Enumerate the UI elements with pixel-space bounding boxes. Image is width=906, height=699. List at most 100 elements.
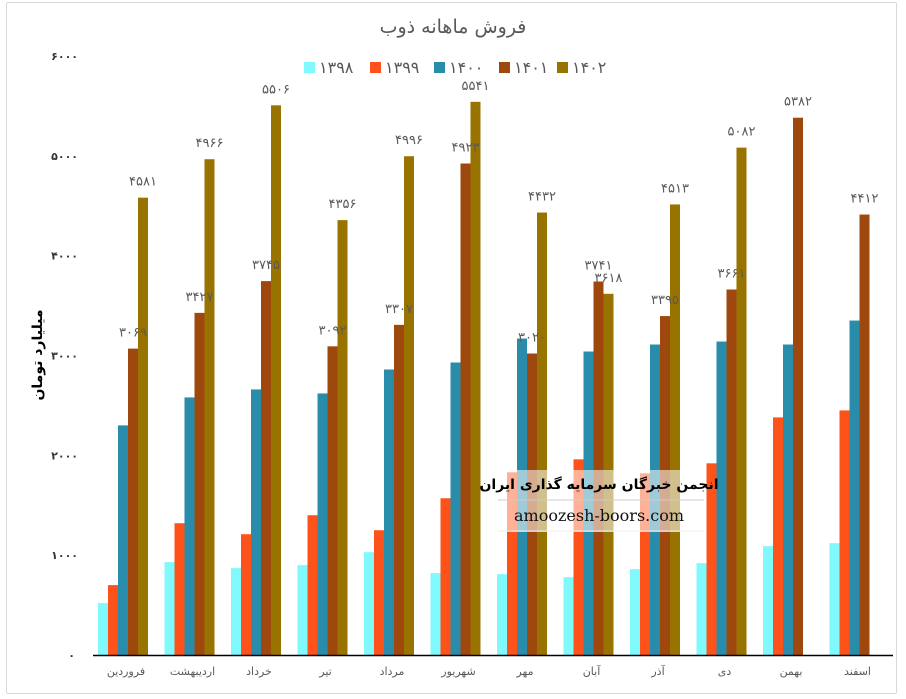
chart-title: فروش ماهانه ذوب — [380, 16, 527, 38]
y-tick-label: ۵۰۰۰ — [51, 150, 78, 163]
legend-swatch-1399 — [370, 62, 381, 73]
data-label-1402: ۴۴۳۲ — [528, 190, 556, 205]
bar-1401 — [460, 163, 471, 655]
y-axis: ۰ ۱۰۰۰ ۲۰۰۰ ۳۰۰۰ ۴۰۰۰ ۵۰۰۰ ۶۰۰۰ — [51, 50, 78, 662]
legend-swatch-1398 — [304, 62, 315, 73]
bar-1400 — [783, 344, 793, 655]
y-tick-label: ۰ — [68, 649, 75, 662]
bar-1398 — [497, 574, 507, 655]
data-label-1401: ۳۷۴۱ — [585, 259, 613, 274]
bar-1399 — [307, 515, 318, 655]
data-label-1402: ۴۵۸۱ — [129, 175, 157, 190]
watermark-line2: amoozesh-boors.com — [514, 506, 684, 525]
x-tick-label: بهمن — [780, 665, 803, 678]
legend-label-1399: ۱۳۹۹ — [385, 58, 419, 77]
bar-1400 — [450, 362, 461, 655]
bar-1398 — [829, 543, 840, 655]
bar-1401 — [261, 281, 271, 655]
bar-1402 — [470, 101, 481, 656]
bar-1398 — [430, 573, 441, 655]
y-tick-label: ۴۰۰۰ — [51, 250, 78, 263]
bar-1402 — [204, 159, 215, 655]
y-axis-label: میلیارد تومان — [30, 309, 46, 400]
bar-1402 — [537, 212, 547, 655]
data-label-1401: ۳۰۲۰ — [518, 331, 546, 346]
data-label-1401: ۳۰۹۲ — [319, 323, 347, 338]
bar-1400 — [184, 397, 195, 655]
bar-1399 — [839, 410, 850, 655]
bar-1402 — [736, 147, 747, 655]
legend-swatch-1401 — [499, 62, 510, 73]
data-label-1401: ۳۰۶۹ — [119, 326, 147, 341]
data-label-1402: ۴۳۵۶ — [329, 197, 357, 212]
bar-1399 — [374, 530, 384, 655]
bar-1399 — [706, 463, 717, 655]
x-tick-label: شهریور — [440, 665, 475, 678]
bar-1402 — [138, 197, 148, 655]
data-label-1401: ۳۶۶۱ — [718, 267, 746, 282]
bar-1398 — [164, 562, 175, 655]
data-label-1401: ۳۴۲۷ — [186, 290, 214, 305]
bar-1401 — [859, 214, 870, 655]
data-label-1401: ۳۳۹۵ — [651, 293, 679, 308]
bar-1398 — [696, 563, 707, 655]
data-label-1401: ۳۷۴۵ — [252, 258, 280, 273]
bar-1401 — [793, 117, 803, 655]
bar-1401 — [394, 324, 404, 655]
x-tick-label: آبان — [583, 664, 601, 678]
bar-1398 — [297, 565, 308, 655]
bar-1400 — [384, 369, 394, 655]
bar-1402 — [670, 204, 680, 656]
bar-1399 — [241, 534, 251, 655]
bar-1399 — [573, 459, 584, 655]
y-tick-label: ۳۰۰۰ — [51, 350, 78, 363]
x-axis: فروردین اردیبهشت خرداد تیر مرداد شهریور مهر آبا… — [107, 664, 871, 678]
legend: ۱۳۹۸ ۱۳۹۹ ۱۴۰۰ ۱۴۰۱ ۱۴۰۲ — [304, 58, 606, 77]
bar-1402 — [271, 105, 281, 655]
legend-label-1400: ۱۴۰۰ — [449, 58, 483, 77]
x-tick-label: فروردین — [107, 665, 145, 678]
data-label-1401: ۴۹۲۳ — [452, 141, 480, 156]
x-tick-label: اسفند — [844, 665, 871, 678]
bar-1400 — [716, 341, 727, 655]
data-label-1401: ۴۴۱۲ — [851, 192, 879, 207]
bar-1399 — [640, 473, 650, 655]
bar-1402 — [337, 220, 348, 655]
x-tick-label: اردیبهشت — [170, 665, 215, 678]
data-label-1401: ۳۳۰۷ — [385, 302, 413, 317]
bar-1398 — [630, 569, 640, 655]
legend-swatch-1400 — [434, 62, 445, 73]
data-labels: ۳۰۶۹ ۴۵۸۱ ۳۴۲۷ ۴۹۶۶ ۳۷۴۵ ۵۵۰۶ ۳۰۹۲ ۴۳۵۶ ۳۳۰۷ ۴۹۹۶… — [119, 79, 878, 346]
data-label-1402: ۴۹۹۶ — [395, 133, 423, 148]
y-tick-label: ۱۰۰۰ — [51, 549, 78, 562]
bar-1401 — [726, 289, 737, 655]
x-tick-label: تیر — [318, 665, 331, 678]
bar-1398 — [364, 552, 374, 655]
bar-1398 — [98, 603, 108, 655]
bar-1399 — [108, 585, 118, 655]
data-label-1402: ۵۵۴۱ — [462, 79, 490, 94]
bar-1400 — [118, 425, 128, 655]
x-tick-label: آذر — [650, 664, 665, 678]
legend-swatch-1402 — [557, 62, 568, 73]
bar-1401 — [128, 348, 138, 655]
bar-1400 — [317, 393, 328, 655]
x-tick-label: مهر — [515, 665, 533, 678]
bar-1398 — [563, 577, 574, 655]
legend-label-1401: ۱۴۰۱ — [514, 58, 548, 77]
x-tick-label: مرداد — [380, 665, 405, 678]
legend-label-1402: ۱۴۰۲ — [572, 58, 606, 77]
data-label-1401: ۵۳۸۲ — [784, 95, 812, 110]
bar-1400 — [849, 320, 860, 655]
bar-1398 — [763, 546, 773, 655]
bar-1399 — [773, 417, 783, 655]
bar-1399 — [507, 472, 517, 655]
chart-frame — [6, 2, 897, 694]
x-tick-label: دی — [718, 665, 732, 678]
bar-1401 — [327, 346, 338, 655]
bar-1401 — [194, 312, 205, 655]
y-tick-label: ۶۰۰۰ — [51, 50, 78, 63]
bar-1399 — [174, 523, 185, 655]
data-label-1402: ۴۵۱۳ — [661, 181, 689, 196]
